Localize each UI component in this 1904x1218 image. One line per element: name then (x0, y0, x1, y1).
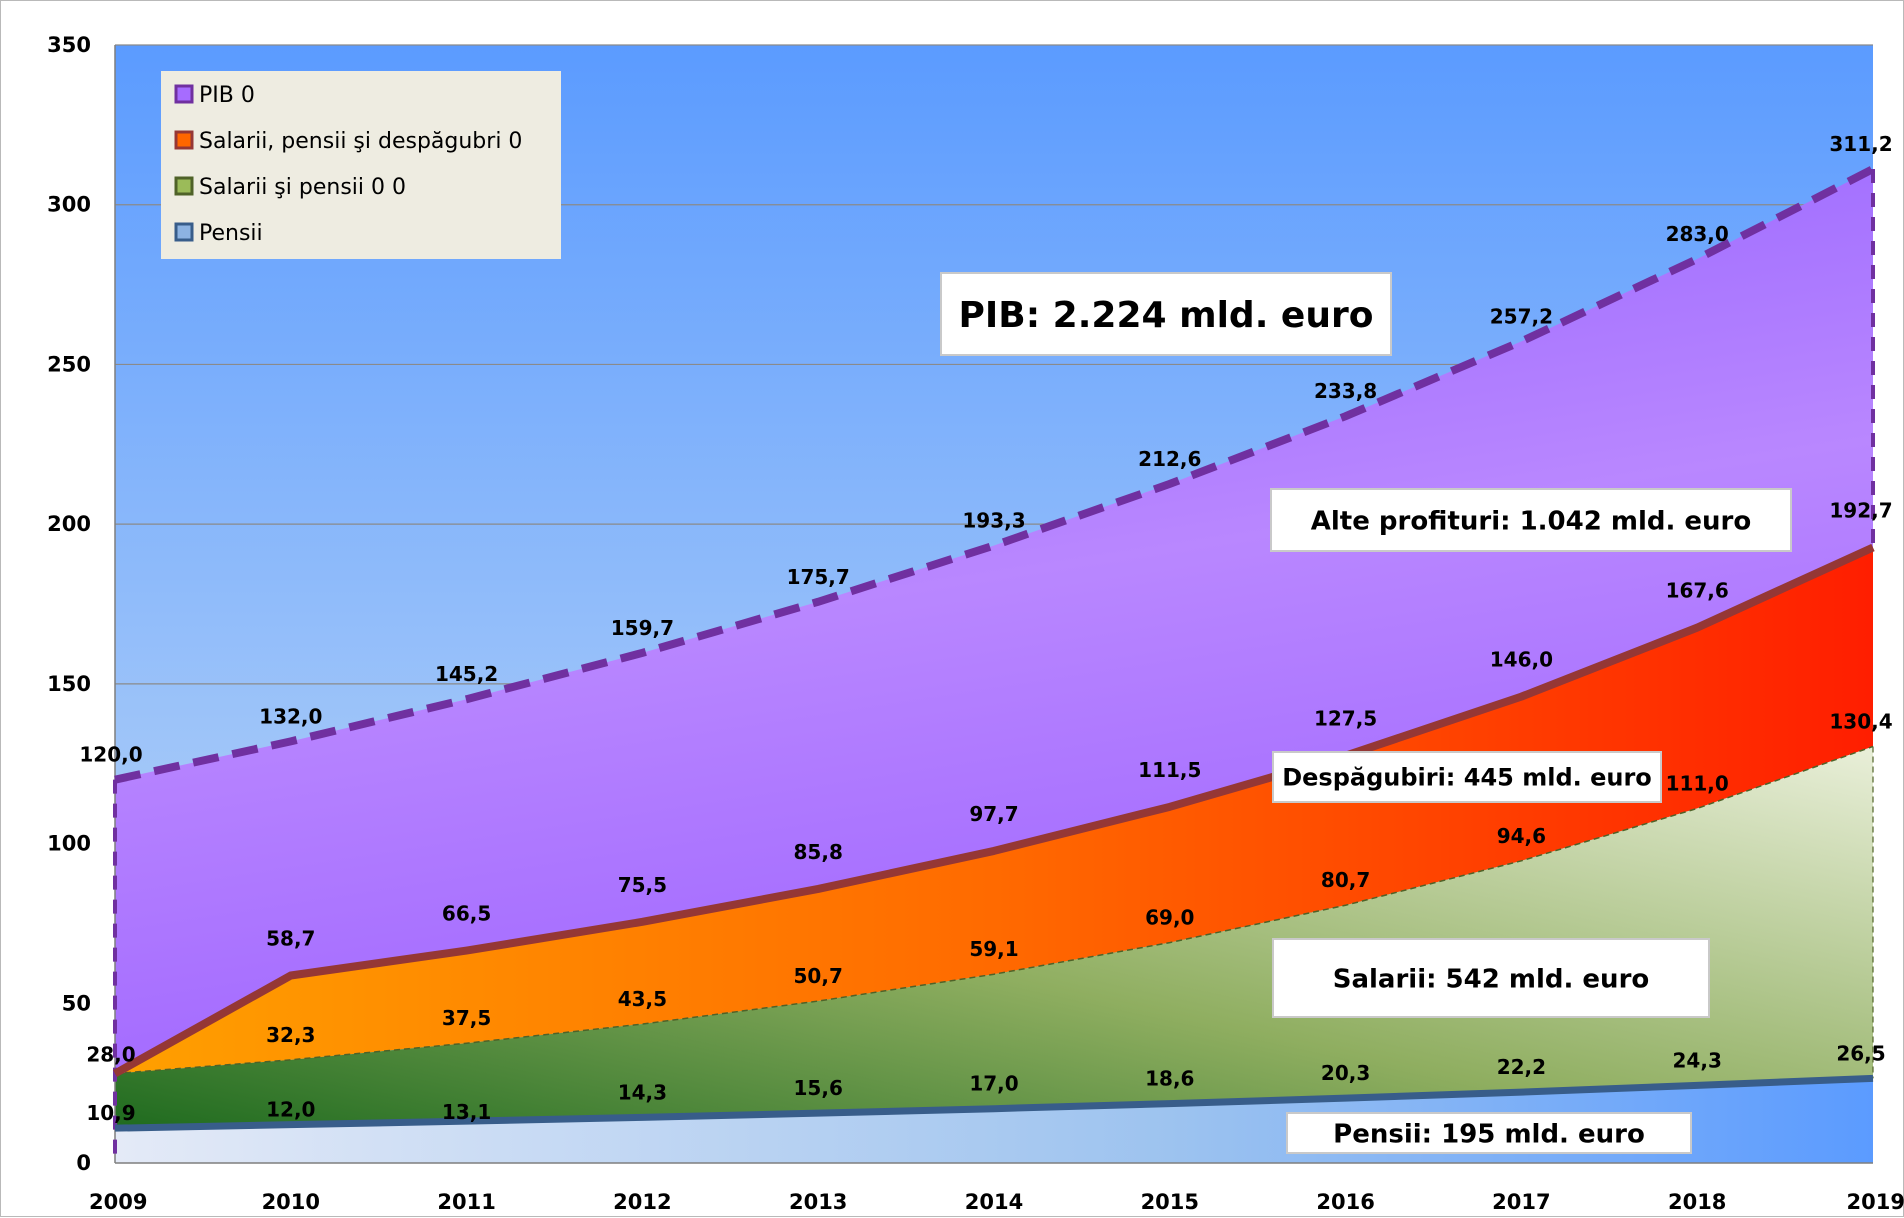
y-tick-label: 250 (47, 352, 91, 376)
data-label: 22,2 (1497, 1055, 1546, 1079)
data-label: 69,0 (1145, 906, 1194, 930)
x-tick-label: 2011 (437, 1190, 495, 1214)
y-tick-label: 150 (47, 672, 91, 696)
data-label: 192,7 (1829, 498, 1892, 522)
x-tick-label: 2012 (613, 1190, 671, 1214)
y-tick-label: 300 (47, 193, 91, 217)
annotation-text: Alte profituri: 1.042 mld. euro (1311, 506, 1752, 536)
annotation-box: Alte profituri: 1.042 mld. euro (1271, 489, 1791, 551)
data-label: 212,6 (1138, 447, 1201, 471)
data-label: 58,7 (266, 926, 315, 950)
legend-label: Pensii (199, 221, 263, 246)
legend-item: Salarii, pensii şi despăgubri 0 (176, 129, 522, 154)
data-label: 167,6 (1666, 579, 1729, 603)
data-label: 193,3 (962, 509, 1025, 533)
y-tick-label: 200 (47, 512, 91, 536)
annotation-text: Despăgubiri: 445 mld. euro (1282, 764, 1652, 792)
x-tick-label: 2014 (965, 1190, 1023, 1214)
legend-swatch (176, 86, 192, 102)
data-label: 20,3 (1321, 1061, 1370, 1085)
data-label: 85,8 (794, 840, 843, 864)
x-tick-label: 2016 (1316, 1190, 1374, 1214)
x-tick-label: 2013 (789, 1190, 847, 1214)
data-label: 10,9 (86, 1101, 135, 1125)
legend-label: Salarii şi pensii 0 0 (199, 175, 406, 200)
data-label: 18,6 (1145, 1067, 1194, 1091)
data-label: 120,0 (79, 743, 142, 767)
annotation-text: Pensii: 195 mld. euro (1333, 1119, 1645, 1149)
y-tick-label: 0 (76, 1151, 91, 1175)
legend-item: Salarii şi pensii 0 0 (176, 175, 406, 200)
y-tick-label: 50 (62, 991, 91, 1015)
data-label: 26,5 (1836, 1041, 1885, 1065)
legend-swatch (176, 224, 192, 240)
data-label: 37,5 (442, 1006, 491, 1030)
data-label: 13,1 (442, 1100, 491, 1124)
x-tick-label: 2009 (89, 1190, 147, 1214)
legend: PIB 0 Salarii, pensii şi despăgubri 0 Sala… (161, 71, 561, 259)
x-tick-label: 2017 (1492, 1190, 1550, 1214)
data-label: 94,6 (1497, 824, 1546, 848)
data-label: 145,2 (435, 662, 498, 686)
data-label: 14,3 (618, 1080, 667, 1104)
data-label: 15,6 (794, 1076, 843, 1100)
annotation-box: Salarii: 542 mld. euro (1273, 939, 1709, 1017)
data-label: 97,7 (969, 802, 1018, 826)
data-label: 59,1 (969, 937, 1018, 961)
data-label: 50,7 (794, 964, 843, 988)
data-label: 283,0 (1666, 222, 1729, 246)
annotation-box: Despăgubiri: 445 mld. euro (1273, 752, 1661, 802)
data-label: 28,0 (86, 1043, 135, 1067)
data-label: 132,0 (259, 704, 322, 728)
data-label: 111,5 (1138, 758, 1201, 782)
data-label: 12,0 (266, 1098, 315, 1122)
annotation-box: PIB: 2.224 mld. euro (941, 273, 1391, 355)
data-label: 32,3 (266, 1023, 315, 1047)
data-label: 111,0 (1666, 771, 1729, 795)
x-tick-label: 2015 (1141, 1190, 1199, 1214)
data-label: 80,7 (1321, 868, 1370, 892)
annotation-box: Pensii: 195 mld. euro (1287, 1113, 1691, 1153)
data-label: 17,0 (969, 1072, 1018, 1096)
x-tick-label: 2010 (262, 1190, 320, 1214)
y-tick-label: 350 (47, 33, 91, 57)
legend-swatch (176, 132, 192, 148)
data-label: 127,5 (1314, 707, 1377, 731)
annotation-text: Salarii: 542 mld. euro (1333, 964, 1650, 994)
data-label: 66,5 (442, 902, 491, 926)
data-label: 24,3 (1673, 1048, 1722, 1072)
data-label: 146,0 (1490, 648, 1553, 672)
x-tick-label: 2018 (1668, 1190, 1726, 1214)
y-tick-label: 100 (47, 832, 91, 856)
data-label: 175,7 (787, 565, 850, 589)
data-label: 311,2 (1829, 132, 1892, 156)
data-label: 159,7 (611, 616, 674, 640)
data-label: 257,2 (1490, 304, 1553, 328)
x-tick-label: 2019 (1847, 1190, 1904, 1214)
data-label: 233,8 (1314, 379, 1377, 403)
legend-label: PIB 0 (199, 83, 255, 108)
legend-swatch (176, 178, 192, 194)
legend-label: Salarii, pensii şi despăgubri 0 (199, 129, 522, 154)
data-label: 75,5 (618, 873, 667, 897)
data-label: 43,5 (618, 987, 667, 1011)
data-label: 130,4 (1829, 709, 1892, 733)
annotation-text: PIB: 2.224 mld. euro (959, 295, 1374, 336)
